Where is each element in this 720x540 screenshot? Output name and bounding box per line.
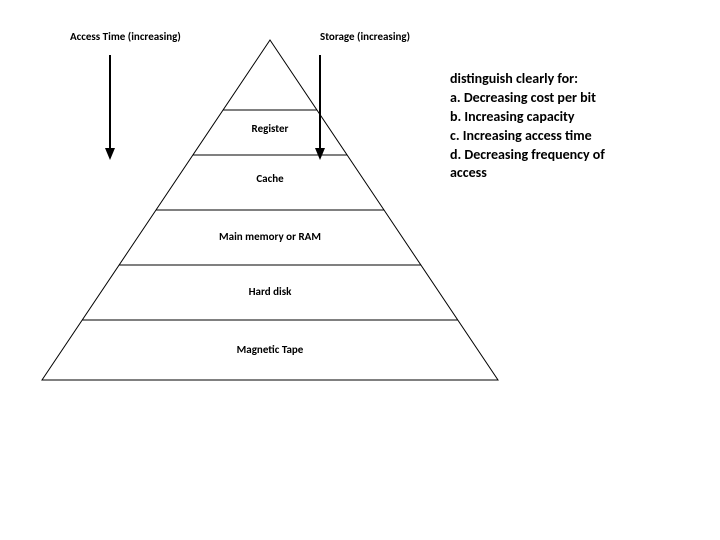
side-line-4: d. Decreasing frequency of <box>450 146 670 165</box>
side-line-2: b. Increasing capacity <box>450 108 670 127</box>
tier-register: Register <box>170 122 370 135</box>
storage-label: Storage (increasing) <box>320 30 410 43</box>
tier-cache: Cache <box>170 172 370 185</box>
access-time-label: Access Time (increasing) <box>70 30 181 43</box>
side-line-3: c. Increasing access time <box>450 127 670 146</box>
tier-magnetic-tape: Magnetic Tape <box>170 343 370 356</box>
side-line-0: distinguish clearly for: <box>450 70 670 89</box>
tier-hard-disk: Hard disk <box>170 285 370 298</box>
tier-main-memory: Main memory or RAM <box>170 230 370 243</box>
arrow-access-time <box>105 55 115 160</box>
side-line-1: a. Decreasing cost per bit <box>450 89 670 108</box>
side-line-5: access <box>450 164 670 183</box>
explanatory-text: distinguish clearly for: a. Decreasing c… <box>450 70 670 183</box>
